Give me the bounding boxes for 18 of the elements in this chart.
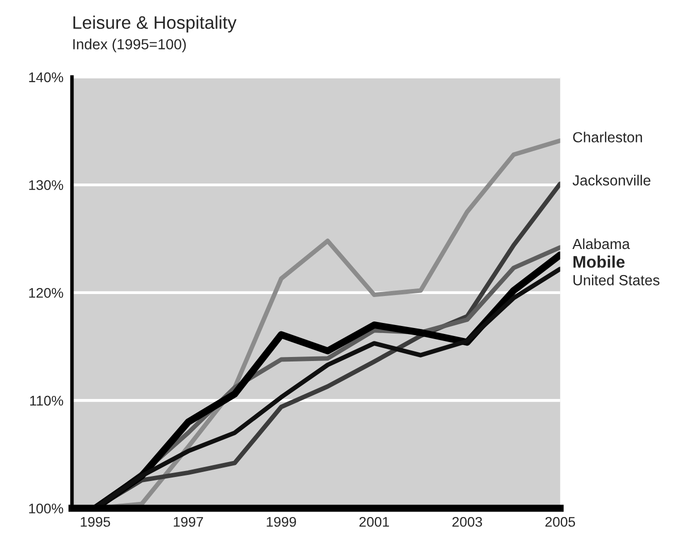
x-tick-label: 1999 <box>266 516 296 527</box>
x-tick-label: 2001 <box>359 516 389 527</box>
y-tick-label: 140% <box>29 72 64 82</box>
x-tick-label: 1995 <box>80 516 110 527</box>
series-label: Mobile <box>573 256 625 268</box>
y-tick-label: 110% <box>30 396 64 406</box>
x-tick-label: 2003 <box>452 516 482 527</box>
x-tick-label: 2005 <box>545 516 576 527</box>
chart-title: Leisure & Hospitality <box>73 16 237 32</box>
x-tick-label: 1997 <box>174 516 203 527</box>
chart-subtitle: Index (1995=100) <box>73 38 186 52</box>
series-label: Jacksonville <box>572 174 650 186</box>
y-tick-label: 130% <box>29 180 64 190</box>
series-label: Alabama <box>572 238 630 250</box>
series-label: Charleston <box>573 132 642 142</box>
y-tick-label: 120% <box>29 288 64 298</box>
y-tick-label: 100% <box>29 504 64 514</box>
series-label: United States <box>574 274 660 286</box>
